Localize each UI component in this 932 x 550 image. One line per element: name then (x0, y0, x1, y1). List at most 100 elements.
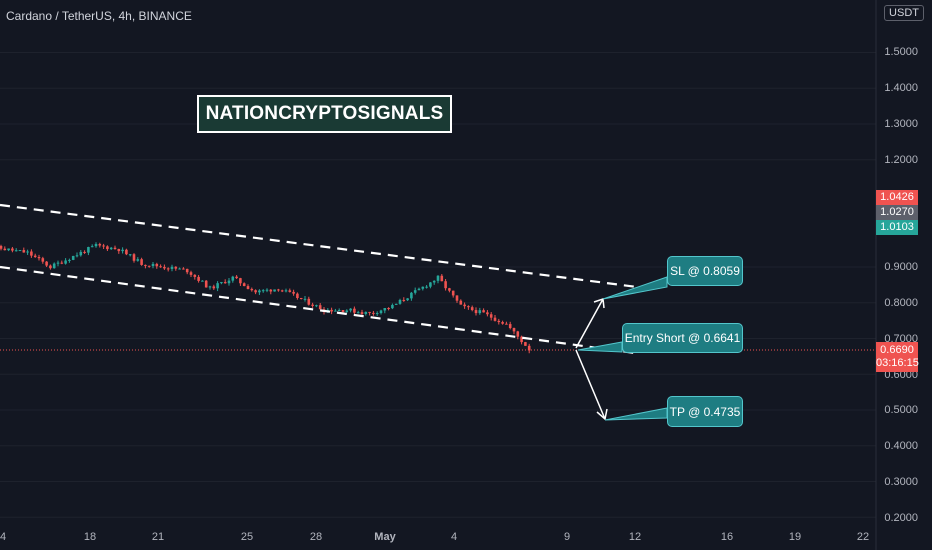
candle (413, 290, 417, 293)
candle (261, 290, 265, 292)
candle (516, 331, 520, 337)
candle (18, 250, 22, 252)
candle (204, 280, 208, 288)
candle (288, 290, 292, 292)
candle (421, 286, 425, 289)
candle (273, 289, 276, 292)
stop-loss-callout[interactable]: SL @ 0.8059 (667, 256, 743, 286)
candle (75, 255, 79, 257)
candle (353, 308, 356, 313)
candle (265, 289, 269, 291)
candle (37, 257, 41, 259)
grid (0, 52, 876, 518)
candle (486, 312, 489, 315)
candle (189, 272, 193, 275)
candle (284, 290, 288, 292)
mid-price-label: 1.0270 (876, 205, 918, 220)
price-tick: 0.8000 (884, 297, 918, 309)
candle (136, 259, 140, 261)
entry-callout[interactable]: Entry Short @ 0.6641 (622, 323, 743, 353)
candle (182, 268, 185, 270)
candle (197, 276, 200, 281)
candle (174, 266, 178, 269)
date-tick: 28 (309, 531, 323, 543)
candle (448, 288, 451, 291)
last-price-label: 0.6690 03:16:15 (876, 342, 919, 372)
candle (147, 265, 151, 267)
candle (417, 288, 421, 291)
candle (140, 259, 143, 265)
candle (166, 268, 170, 270)
brand-watermark: NATIONCRYPTOSIGNALS (197, 95, 452, 133)
candle (501, 322, 504, 324)
sl-arrow (575, 298, 604, 349)
candle (79, 251, 83, 256)
date-tick: 19 (788, 531, 802, 543)
candle (109, 247, 113, 250)
candle (113, 247, 117, 249)
candle (368, 311, 371, 313)
take-profit-callout[interactable]: TP @ 0.4735 (667, 396, 743, 427)
price-tick: 0.2000 (884, 512, 918, 524)
currency-button[interactable]: USDT (884, 5, 924, 21)
candle (383, 308, 387, 311)
symbol-info: Cardano / TetherUS, 4h, BINANCE (6, 9, 192, 23)
date-tick: 9 (563, 531, 571, 543)
candle (193, 274, 197, 277)
candle (311, 304, 314, 306)
candle (227, 280, 231, 284)
candle (451, 290, 455, 296)
high-price-label: 1.0426 (876, 190, 918, 205)
date-tick: 16 (720, 531, 734, 543)
candle (489, 314, 493, 318)
candle (280, 290, 284, 292)
candle (463, 304, 466, 307)
date-tick: May (374, 531, 396, 543)
candle (83, 251, 86, 253)
channel-upper-line[interactable] (0, 203, 646, 290)
candle (235, 276, 238, 279)
price-tick: 0.9000 (884, 261, 918, 273)
candle (436, 275, 440, 281)
candle (3, 248, 7, 251)
candle (425, 286, 428, 288)
channel-lower-line[interactable] (0, 265, 636, 355)
candle (429, 282, 432, 287)
candle (508, 324, 512, 329)
candle (524, 342, 527, 346)
candle (151, 263, 155, 267)
candle (394, 303, 398, 305)
candle (239, 278, 242, 284)
candle (45, 261, 48, 266)
candle (497, 320, 501, 323)
candle (125, 249, 128, 255)
candle (349, 308, 352, 311)
candle (398, 299, 402, 304)
candle (212, 286, 216, 289)
candle (478, 310, 482, 314)
callout-pointers (577, 276, 668, 421)
candle (106, 246, 109, 250)
trade-arrows (575, 297, 608, 421)
candle (41, 258, 45, 262)
candle (482, 310, 485, 313)
candle (56, 262, 60, 264)
candle (296, 293, 299, 298)
candle (159, 266, 162, 268)
date-tick: 4 (450, 531, 458, 543)
price-tick: 0.4000 (884, 440, 918, 452)
candle (303, 298, 307, 300)
candle (231, 276, 235, 281)
bar-countdown: 03:16:15 (876, 357, 919, 369)
candle (26, 251, 29, 253)
candle (90, 246, 94, 248)
price-tick: 0.6000 (884, 369, 918, 381)
candle (356, 312, 360, 314)
entry-callout-pointer (577, 341, 623, 353)
candle (474, 310, 478, 314)
candle (444, 281, 447, 289)
candle (520, 336, 523, 343)
candle (505, 323, 508, 325)
candle (52, 263, 56, 269)
